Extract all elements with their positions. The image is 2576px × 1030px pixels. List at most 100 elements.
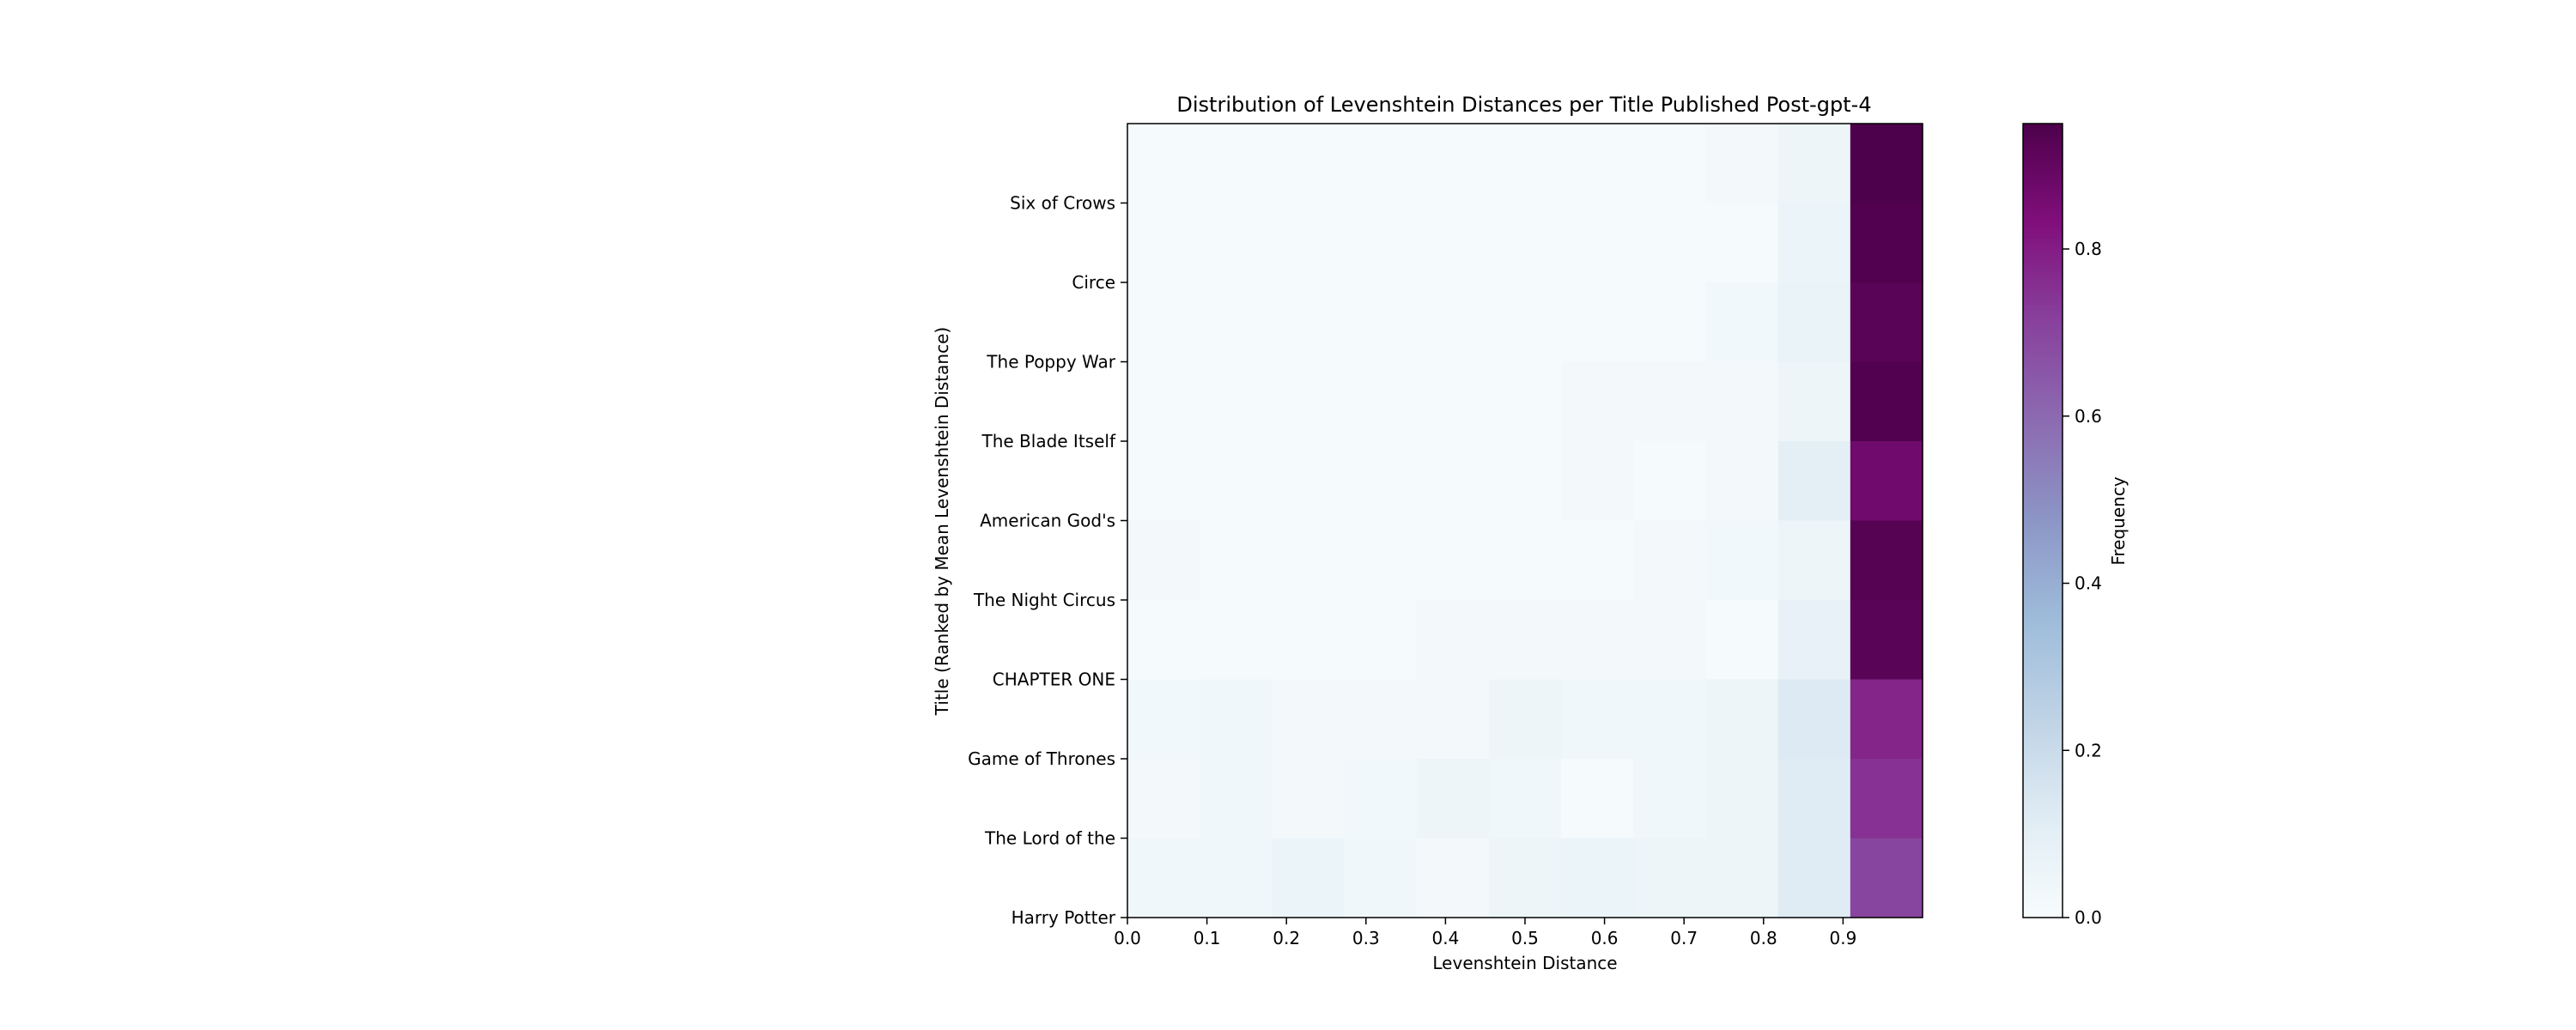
heatmap-cell [1850,838,1923,918]
x-tick-label: 0.8 [1750,928,1777,948]
x-tick-label: 0.4 [1431,928,1459,948]
heatmap-cell [1561,759,1634,839]
y-tick-label: The Lord of the [984,828,1115,849]
heatmap-cell [1633,441,1707,522]
heatmap-cell [1344,203,1418,283]
heatmap-cell [1561,282,1634,363]
heatmap-cell [1200,600,1273,681]
colorbar-tick-label: 0.8 [2075,239,2102,259]
heatmap-cell [1416,600,1490,681]
colorbar-tick-label: 0.0 [2075,907,2102,928]
heatmap-cell [1488,441,1562,522]
heatmap-cell [1344,600,1418,681]
heatmap-cell [1850,203,1923,283]
heatmap-cell [1416,441,1490,522]
heatmap-cell [1127,361,1200,442]
heatmap-cell [1561,679,1634,760]
heatmap-cell [1850,520,1923,601]
heatmap-cell [1416,759,1490,839]
y-tick-label: The Poppy War [986,352,1115,373]
heatmap-cell [1272,282,1346,363]
y-axis-label: Title (Ranked by Mean Levenshtein Distan… [932,327,952,716]
heatmap-cell [1416,361,1490,442]
heatmap-cell [1127,600,1200,681]
heatmap-cell [1777,441,1851,522]
heatmap-cell [1633,600,1707,681]
heatmap-cell [1633,520,1707,601]
heatmap-cell [1488,124,1562,204]
heatmap-cell [1850,679,1923,760]
heatmap-cell [1127,441,1200,522]
y-tick-label: Circe [1072,272,1115,293]
heatmap-cell [1561,838,1634,918]
heatmap-cell [1850,361,1923,442]
heatmap-cell [1127,124,1200,204]
heatmap-cell [1850,441,1923,522]
heatmap-cell [1200,759,1273,839]
x-tick-label: 0.9 [1829,928,1856,948]
heatmap-cell [1272,600,1346,681]
y-tick-label: Game of Thrones [968,748,1115,769]
heatmap-cell [1705,361,1779,442]
heatmap-cell [1272,203,1346,283]
heatmap-cell [1200,838,1273,918]
x-tick-label: 0.6 [1591,928,1619,948]
x-tick-label: 0.7 [1670,928,1698,948]
heatmap-cell [1705,838,1779,918]
heatmap-cell [1705,600,1779,681]
heatmap-cell [1850,759,1923,839]
heatmap-cell [1488,838,1562,918]
heatmap-cell [1272,520,1346,601]
heatmap-cell [1777,759,1851,839]
heatmap-cell [1344,441,1418,522]
heatmap-cell [1705,124,1779,204]
x-axis: 0.0 0.1 0.2 0.3 0.4 0.5 0.6 0.7 0.8 0.9 [1114,918,1856,948]
heatmap-cell [1344,361,1418,442]
heatmap-cell [1416,838,1490,918]
heatmap-cell [1777,520,1851,601]
heatmap-cell [1488,361,1562,442]
heatmap-cell [1488,600,1562,681]
heatmap-cell [1561,124,1634,204]
x-tick-label: 0.5 [1511,928,1539,948]
heatmap-cell [1561,441,1634,522]
heatmap-cell [1561,361,1634,442]
x-tick-label: 0.1 [1194,928,1221,948]
heatmap-cell [1344,124,1418,204]
heatmap-cell [1127,520,1200,601]
heatmap-cell [1416,124,1490,204]
heatmap-cell [1705,759,1779,839]
heatmap-cell [1633,759,1707,839]
heatmap-cell [1200,679,1273,760]
heatmap-cell [1127,679,1200,760]
heatmap-cell [1777,203,1851,283]
y-tick-label: Harry Potter [1012,907,1116,928]
heatmap-cell [1633,838,1707,918]
heatmap-cell [1127,759,1200,839]
heatmap-cell [1344,679,1418,760]
colorbar-tick-label: 0.2 [2075,740,2102,760]
heatmap-cell [1488,203,1562,283]
y-tick-label: The Blade Itself [981,431,1115,451]
heatmap-cell [1272,361,1346,442]
heatmap-cell [1777,838,1851,918]
heatmap-cell [1561,600,1634,681]
colorbar-tick-label: 0.4 [2075,573,2102,594]
heatmap-cell [1272,124,1346,204]
heatmap-cell [1488,520,1562,601]
colorbar-label: Frequency [2108,476,2129,565]
heatmap-cell [1850,600,1923,681]
heatmap-cell [1488,759,1562,839]
heatmap-cell [1777,361,1851,442]
heatmap-cell [1777,282,1851,363]
heatmap-cell [1344,282,1418,363]
heatmap-cell [1272,679,1346,760]
x-tick-label: 0.0 [1114,928,1141,948]
heatmap-cell [1561,520,1634,601]
heatmap-cell [1705,679,1779,760]
heatmap-cell [1705,520,1779,601]
heatmap-cell [1633,679,1707,760]
heatmap-cell [1344,759,1418,839]
heatmap-cells [1127,124,1923,918]
